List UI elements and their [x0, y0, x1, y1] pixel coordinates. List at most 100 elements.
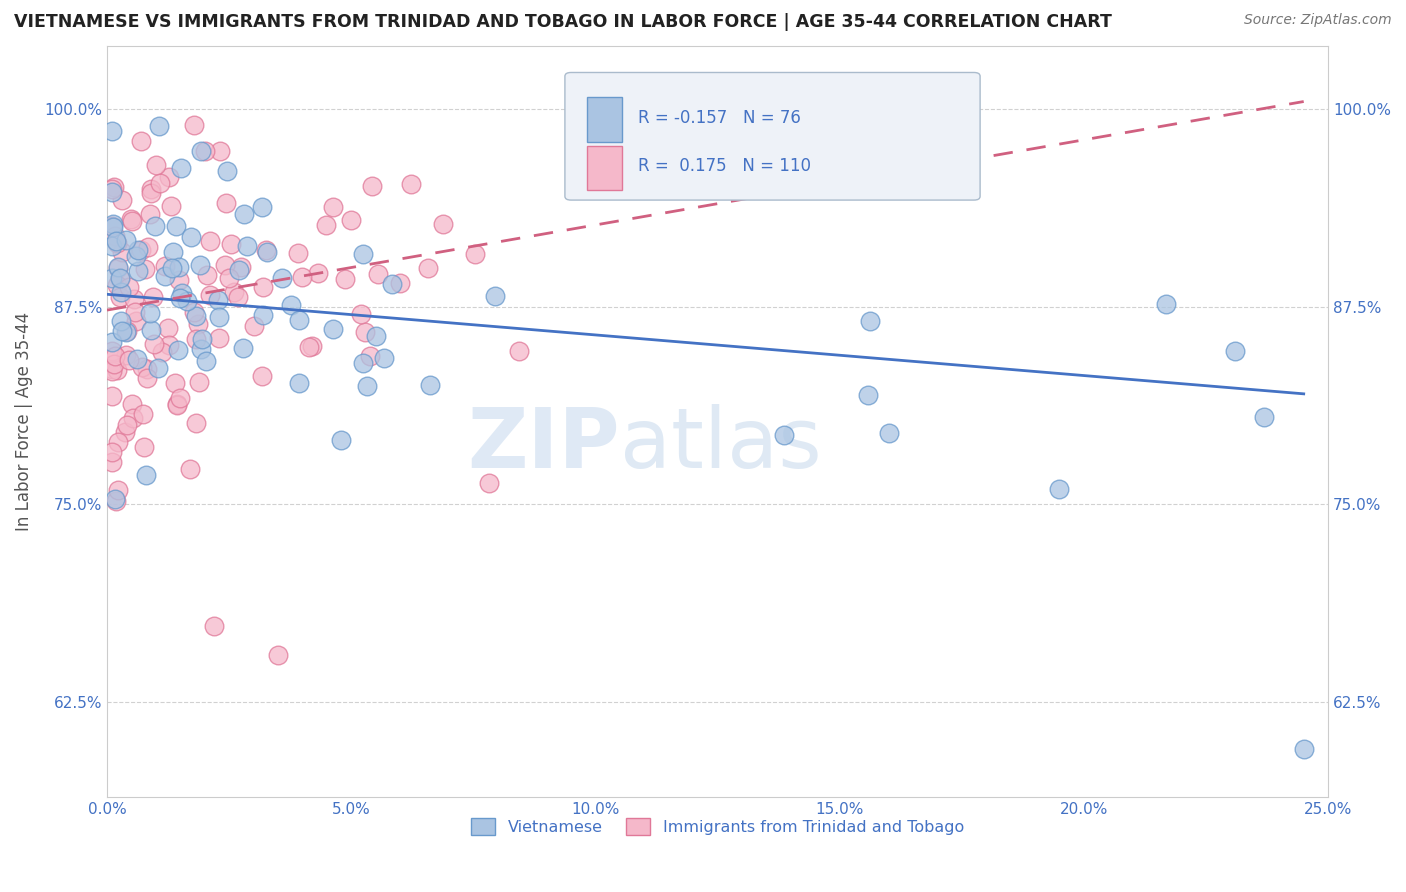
- Point: [157, 169, 180, 184]
- Point: [464, 247, 486, 261]
- Point: [877, 426, 900, 441]
- Point: [117, 324, 139, 338]
- Point: [149, 176, 172, 190]
- Point: [190, 144, 212, 158]
- Point: [115, 348, 138, 362]
- Point: [107, 260, 129, 274]
- Point: [297, 340, 319, 354]
- Point: [267, 648, 290, 662]
- Point: [222, 285, 245, 300]
- Point: [157, 337, 180, 351]
- Point: [367, 267, 389, 281]
- Point: [118, 352, 141, 367]
- Point: [114, 425, 136, 440]
- Point: [103, 179, 125, 194]
- Point: [153, 260, 176, 274]
- Point: [132, 407, 155, 421]
- Point: [280, 298, 302, 312]
- FancyBboxPatch shape: [565, 72, 980, 200]
- Point: [166, 397, 188, 411]
- Point: [135, 468, 157, 483]
- Point: [354, 325, 377, 339]
- Point: [166, 343, 188, 358]
- Point: [115, 233, 138, 247]
- Point: [399, 177, 422, 191]
- Point: [135, 371, 157, 385]
- Point: [221, 237, 243, 252]
- Point: [484, 289, 506, 303]
- FancyBboxPatch shape: [586, 146, 623, 190]
- Point: [114, 326, 136, 340]
- Point: [330, 433, 353, 447]
- Point: [256, 244, 278, 259]
- Point: [101, 239, 124, 253]
- Point: [127, 264, 149, 278]
- Point: [135, 362, 157, 376]
- Point: [139, 206, 162, 220]
- Point: [207, 331, 229, 345]
- Point: [252, 280, 274, 294]
- Point: [108, 271, 131, 285]
- Point: [101, 217, 124, 231]
- Point: [125, 314, 148, 328]
- Point: [143, 219, 166, 233]
- Point: [352, 247, 374, 261]
- Point: [101, 219, 124, 234]
- Point: [364, 328, 387, 343]
- Point: [101, 389, 124, 403]
- Point: [180, 230, 202, 244]
- Point: [169, 391, 191, 405]
- Point: [101, 334, 124, 349]
- Point: [129, 134, 152, 148]
- Point: [111, 324, 134, 338]
- Point: [110, 285, 132, 300]
- Point: [121, 214, 143, 228]
- Point: [859, 314, 882, 328]
- Point: [307, 266, 329, 280]
- Text: Source: ZipAtlas.com: Source: ZipAtlas.com: [1244, 13, 1392, 28]
- Point: [356, 378, 378, 392]
- Point: [104, 229, 127, 244]
- Point: [418, 260, 440, 275]
- Point: [226, 290, 249, 304]
- Point: [1154, 296, 1177, 310]
- Point: [107, 434, 129, 449]
- Point: [170, 161, 193, 175]
- Text: VIETNAMESE VS IMMIGRANTS FROM TRINIDAD AND TOBAGO IN LABOR FORCE | AGE 35-44 COR: VIETNAMESE VS IMMIGRANTS FROM TRINIDAD A…: [14, 13, 1112, 31]
- Point: [121, 411, 143, 425]
- Point: [159, 198, 181, 212]
- Point: [101, 270, 124, 285]
- Point: [195, 268, 218, 282]
- Point: [183, 305, 205, 319]
- Point: [101, 343, 124, 358]
- Text: atlas: atlas: [620, 403, 821, 484]
- Point: [287, 245, 309, 260]
- Point: [381, 277, 404, 292]
- Point: [120, 211, 142, 226]
- Point: [1049, 482, 1071, 496]
- Text: R = -0.157   N = 76: R = -0.157 N = 76: [638, 109, 801, 127]
- Point: [157, 321, 180, 335]
- Point: [508, 343, 530, 358]
- Point: [242, 318, 264, 333]
- Point: [188, 258, 211, 272]
- Point: [190, 332, 212, 346]
- Legend: Vietnamese, Immigrants from Trinidad and Tobago: Vietnamese, Immigrants from Trinidad and…: [464, 812, 970, 841]
- Point: [432, 217, 454, 231]
- Point: [107, 483, 129, 498]
- Point: [214, 259, 236, 273]
- Point: [104, 350, 127, 364]
- Point: [111, 245, 134, 260]
- Point: [124, 293, 146, 307]
- Point: [200, 234, 222, 248]
- Point: [322, 200, 344, 214]
- Point: [209, 145, 232, 159]
- Point: [340, 213, 363, 227]
- Point: [142, 290, 165, 304]
- Point: [218, 270, 240, 285]
- Point: [322, 321, 344, 335]
- Point: [110, 290, 132, 304]
- Point: [101, 181, 124, 195]
- Point: [195, 354, 218, 368]
- Point: [103, 358, 125, 372]
